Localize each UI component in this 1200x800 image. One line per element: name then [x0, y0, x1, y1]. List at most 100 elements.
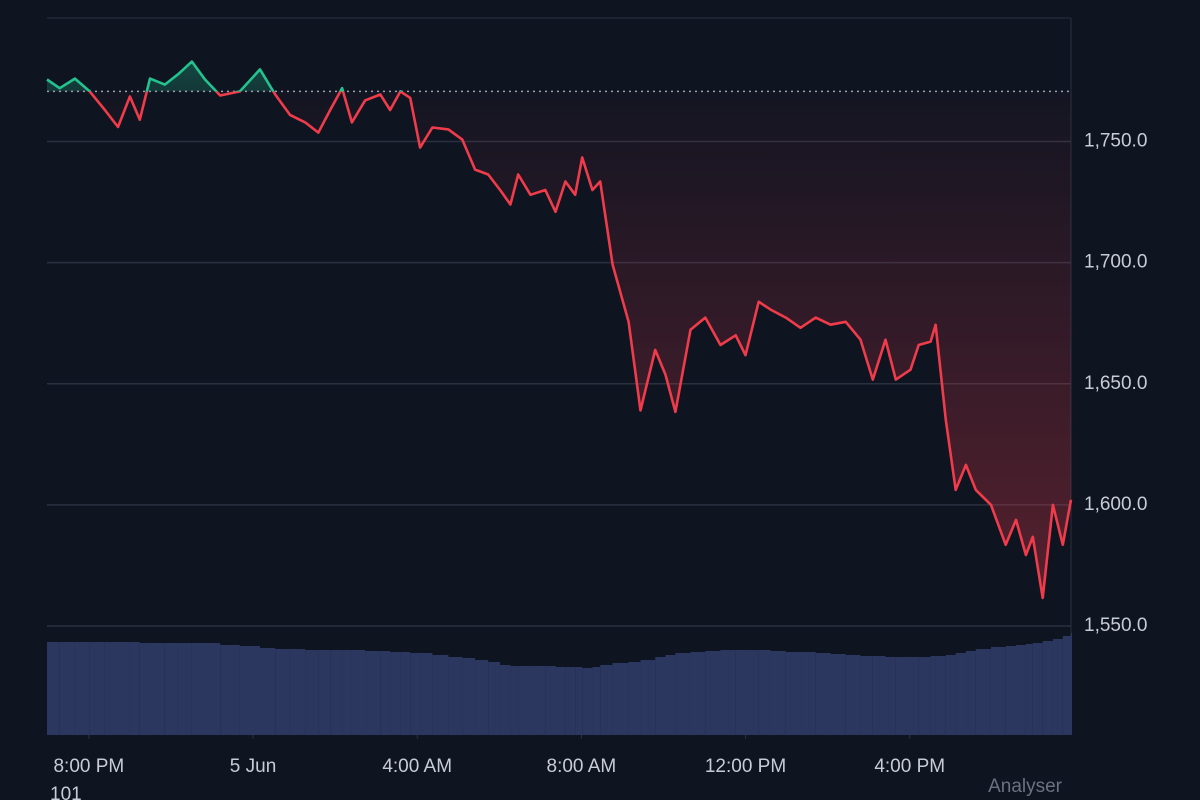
volume-bar [342, 650, 352, 735]
volume-bar [1042, 641, 1053, 735]
volume-bar [845, 655, 861, 735]
volume-bar [47, 642, 60, 735]
price-area [47, 61, 1071, 598]
x-tick-label: 4:00 PM [874, 756, 945, 777]
volume-bar [191, 643, 206, 735]
volume-bar [220, 645, 240, 735]
volume-bar [758, 650, 771, 735]
volume-bar [500, 665, 511, 735]
volume-bar [518, 666, 531, 735]
volume-bar [177, 643, 192, 735]
volume-bar [785, 652, 801, 735]
volume-bar [432, 655, 449, 735]
volume-bar [815, 653, 831, 735]
volume-bar [592, 667, 601, 735]
volume-bar [930, 656, 936, 735]
x-tick-label: 12:00 PM [705, 756, 786, 777]
volume-bar [665, 655, 676, 735]
volume-bar [260, 648, 276, 735]
x-tick-label: 8:00 PM [53, 756, 124, 777]
y-tick-label: 1,600.0 [1084, 494, 1147, 515]
volume-bar [74, 642, 90, 735]
volume-bar [275, 649, 290, 735]
volume-bar [400, 652, 411, 735]
volume-bar [239, 646, 261, 735]
volume-bar [462, 658, 476, 735]
volume-bar [1052, 639, 1063, 735]
volume-bar [575, 667, 583, 735]
volume-bar [390, 652, 401, 735]
volume-bar [510, 666, 519, 735]
volume-bar [365, 651, 381, 735]
volume-bar [129, 642, 140, 735]
volume-bar [89, 642, 105, 735]
volume-bar [1032, 643, 1043, 735]
volume-bar [860, 656, 873, 735]
volume-bar [59, 642, 75, 735]
volume-bar [420, 653, 433, 735]
volume-bar [410, 653, 421, 735]
volume-bar [800, 652, 816, 735]
volume-bar [289, 649, 306, 735]
volume-bar [935, 656, 946, 735]
volume-bar [640, 660, 656, 735]
x-tick-label: 8:00 AM [547, 756, 617, 777]
volume-bar [475, 660, 489, 735]
volume-bar [1005, 646, 1017, 735]
x-tick-label: 4:00 AM [382, 756, 452, 777]
y-tick-label: 1,550.0 [1084, 615, 1147, 636]
volume-bar [1025, 644, 1033, 735]
volume-bar [318, 650, 331, 735]
y-tick-label: 1,750.0 [1084, 131, 1147, 152]
volume-bar [830, 654, 846, 735]
volume-bar [990, 647, 1006, 735]
volume-bar [735, 650, 746, 735]
volume-bar [205, 643, 221, 735]
volume-bar [655, 657, 666, 735]
volume-bar [770, 651, 786, 735]
watermark: Analyser [988, 776, 1063, 797]
volume-bar [139, 643, 151, 735]
volume-bar [745, 650, 759, 735]
y-tick-label: 1,650.0 [1084, 373, 1147, 394]
volume-bar [448, 657, 463, 735]
volume-bar [1071, 633, 1072, 735]
volume-bar [545, 666, 556, 735]
volume-bar [150, 643, 165, 735]
volume-bar [330, 650, 343, 735]
volume-bar [910, 657, 919, 735]
volume-bar [895, 657, 911, 735]
volume-bar [1062, 636, 1071, 735]
footer-text: 101 [50, 784, 82, 800]
volume-bar [600, 665, 613, 735]
volume-bar [164, 643, 178, 735]
volume-bar [351, 650, 366, 735]
volume-bar [705, 651, 721, 735]
volume-bar [104, 642, 119, 735]
volume-bar [918, 657, 931, 735]
volume-bar [955, 653, 966, 735]
volume-bar [720, 650, 736, 735]
volume-bar [530, 666, 546, 735]
volume-bar [975, 649, 991, 735]
volume-bar [872, 656, 886, 735]
volume-bar [675, 653, 691, 735]
y-tick-label: 1,700.0 [1084, 252, 1147, 273]
volume-bar [885, 657, 896, 735]
volume-bar [555, 667, 566, 735]
volume-bar [945, 655, 956, 735]
volume-bar [965, 651, 976, 735]
price-line [46, 60, 1073, 600]
x-tick-label: 5 Jun [230, 756, 276, 777]
volume-bar [612, 663, 629, 735]
volume-bar [305, 650, 319, 735]
volume-bar [565, 667, 576, 735]
volume-bar [582, 668, 593, 735]
volume-bar [118, 642, 130, 735]
volume-bar [690, 652, 706, 735]
volume-bar [628, 662, 641, 735]
volume-bar [488, 662, 501, 735]
volume-bar [380, 651, 391, 735]
